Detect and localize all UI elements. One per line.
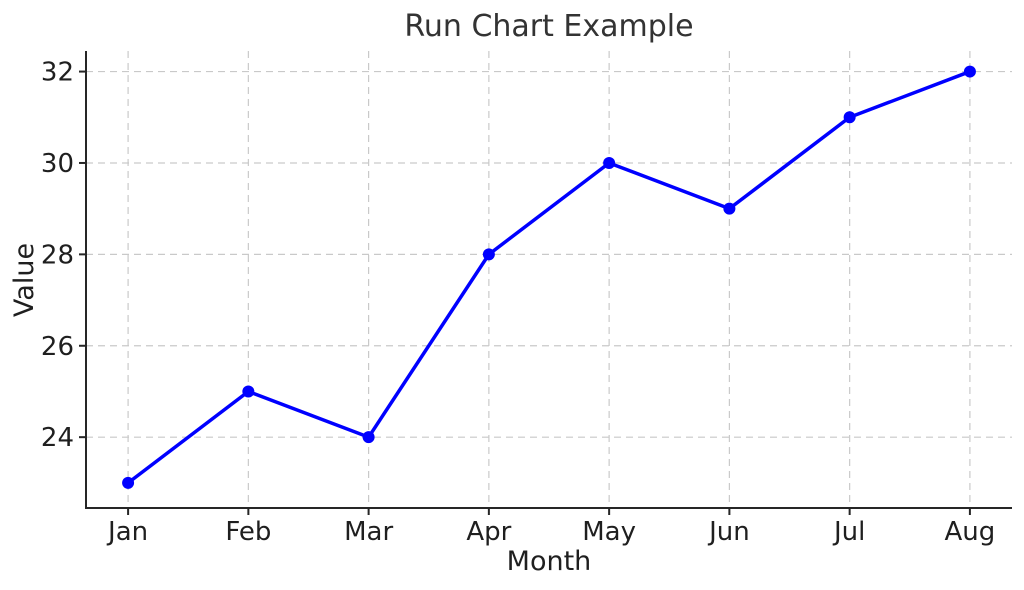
series-line (126, 69, 972, 485)
x-tick-label: Mar (344, 517, 393, 547)
x-tick-label: Jan (106, 517, 148, 547)
x-tick-label: May (582, 517, 636, 547)
data-point-marker (843, 111, 856, 124)
x-tick-label: Feb (225, 517, 271, 547)
x-tick-label: Aug (945, 517, 996, 547)
chart-title: Run Chart Example (404, 9, 694, 44)
y-tick-label: 24 (41, 423, 74, 453)
x-tick-label: Jun (707, 517, 750, 547)
x-tick-label: Jul (832, 517, 865, 547)
y-tick-label: 28 (41, 240, 74, 270)
x-axis-label: Month (506, 546, 592, 577)
data-point-marker (963, 65, 976, 78)
y-tick-label: 26 (41, 332, 74, 362)
y-tick-label: 30 (41, 149, 74, 179)
data-point-marker (723, 202, 736, 215)
y-tick-label: 32 (41, 58, 74, 88)
x-tick-label: Apr (466, 517, 511, 547)
data-point-marker (603, 156, 616, 169)
grid-lines (86, 51, 1012, 508)
data-point-marker (362, 431, 375, 444)
axes-spines (85, 51, 1012, 509)
data-point-marker (122, 476, 135, 489)
data-point-marker (242, 385, 255, 398)
data-point-marker (482, 248, 495, 261)
